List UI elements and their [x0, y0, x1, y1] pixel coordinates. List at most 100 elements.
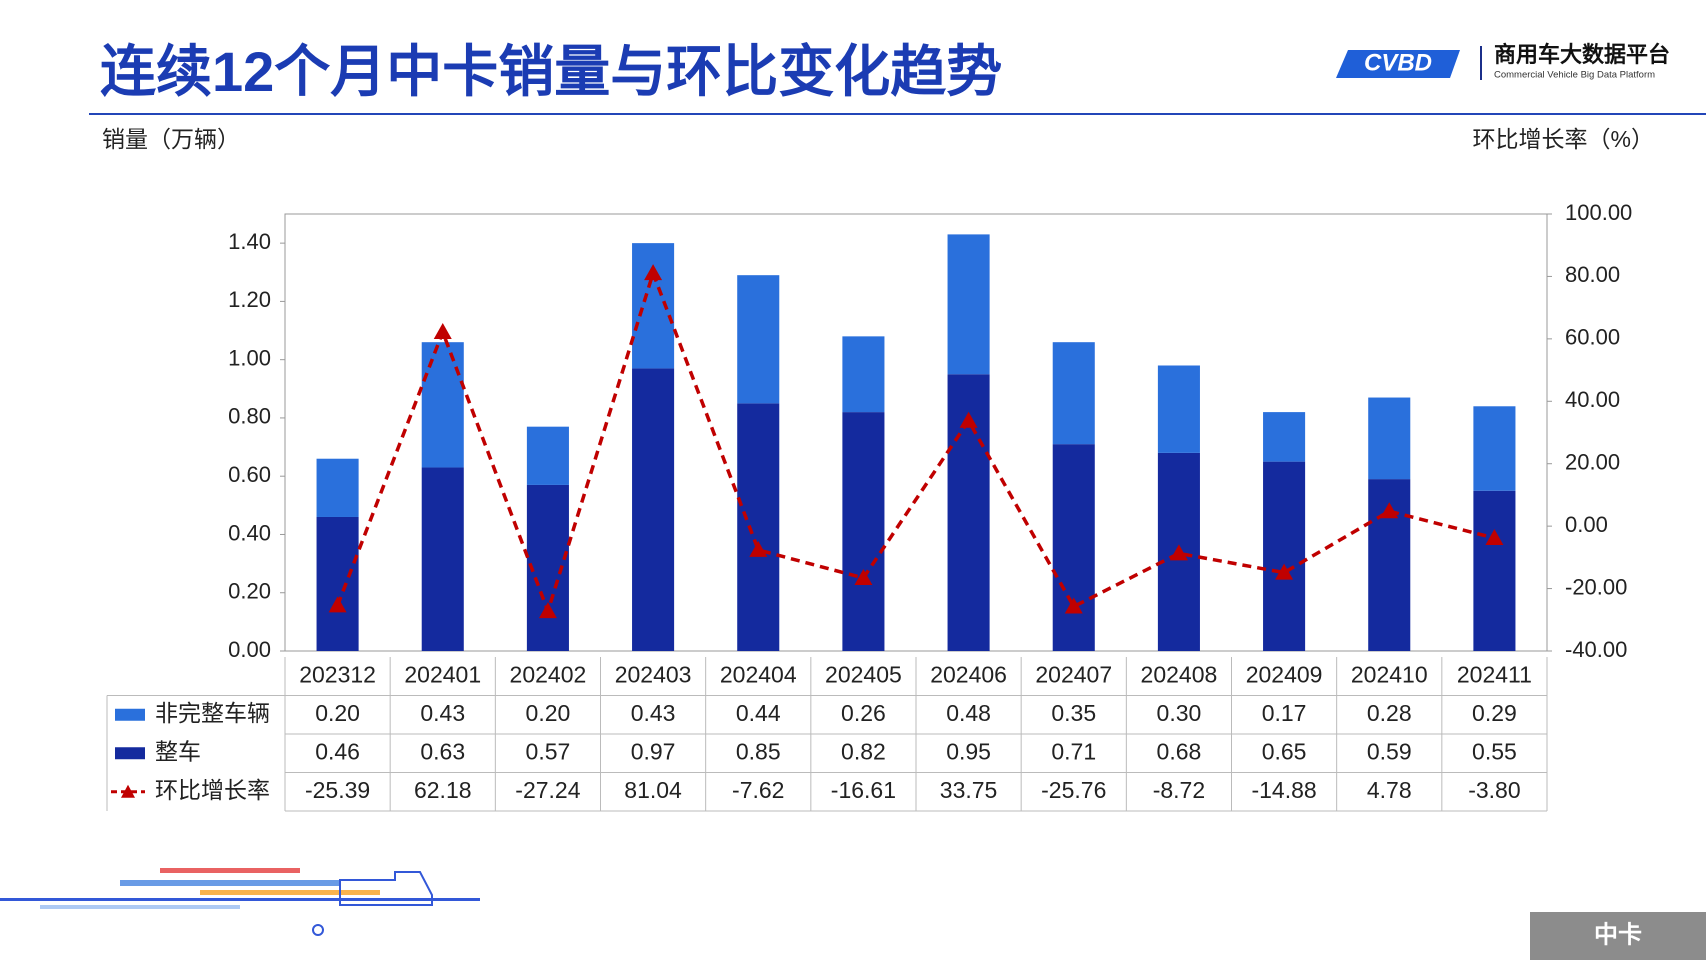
bar: [737, 403, 780, 651]
y2-tick-label: 60.00: [1565, 325, 1620, 350]
line-marker: [749, 540, 768, 557]
x-tick-label: 202401: [404, 661, 481, 687]
x-tick-label: 202402: [510, 661, 587, 687]
line-marker: [644, 264, 663, 281]
legend-swatch: [115, 708, 145, 721]
table-value: 0.35: [1051, 700, 1096, 726]
bar: [316, 458, 359, 517]
legend-label: 非完整车辆: [155, 700, 270, 726]
bar: [1157, 365, 1200, 453]
table-value: 0.85: [736, 738, 781, 764]
x-tick-label: 202405: [825, 661, 902, 687]
y-tick-label: 0.80: [228, 404, 271, 429]
table-value: 0.95: [946, 738, 991, 764]
table-value: -25.39: [305, 777, 370, 803]
y2-tick-label: 100.00: [1565, 200, 1632, 225]
y-tick-label: 0.60: [228, 462, 271, 487]
y-tick-label: 1.40: [228, 229, 271, 254]
bar: [842, 336, 885, 413]
table-value: 0.17: [1262, 700, 1307, 726]
x-tick-label: 202410: [1351, 661, 1428, 687]
table-value: -25.76: [1041, 777, 1106, 803]
line-marker: [854, 568, 873, 585]
x-tick-label: 202404: [720, 661, 797, 687]
bar: [421, 342, 464, 468]
bar: [1263, 412, 1306, 462]
logo-glyph: CVBD: [1364, 49, 1432, 76]
y-axis-title: 销量（万辆）: [102, 126, 240, 152]
line-marker: [959, 411, 978, 428]
table-value: 0.57: [526, 738, 571, 764]
y-tick-label: 0.20: [228, 579, 271, 604]
y-tick-label: 0.00: [228, 637, 271, 662]
decoration: [0, 868, 480, 936]
y2-tick-label: -40.00: [1565, 637, 1627, 662]
y2-tick-label: 0.00: [1565, 512, 1608, 537]
table-value: 0.44: [736, 700, 781, 726]
x-tick-label: 202406: [930, 661, 1007, 687]
table-value: -16.61: [831, 777, 896, 803]
table-value: 4.78: [1367, 777, 1412, 803]
table-value: 0.30: [1157, 700, 1202, 726]
bar: [1473, 490, 1516, 651]
line-marker: [538, 602, 557, 619]
table-value: 0.46: [315, 738, 360, 764]
logo-mark: [1336, 50, 1460, 78]
table-value: 0.97: [631, 738, 676, 764]
table-value: -14.88: [1251, 777, 1316, 803]
table-value: -8.72: [1153, 777, 1205, 803]
table-value: -7.62: [732, 777, 784, 803]
line-marker: [1169, 544, 1188, 561]
table-value: 62.18: [414, 777, 472, 803]
table-value: 0.82: [841, 738, 886, 764]
footer-tag: 中卡: [1594, 921, 1642, 948]
table-value: 0.28: [1367, 700, 1412, 726]
legend-label: 环比增长率: [155, 777, 270, 803]
line-marker: [1380, 502, 1399, 519]
y-tick-label: 1.00: [228, 345, 271, 370]
y2-tick-label: 20.00: [1565, 450, 1620, 475]
table-value: 0.20: [526, 700, 571, 726]
line-marker: [1275, 563, 1294, 580]
table-value: 0.43: [420, 700, 465, 726]
y2-tick-label: 80.00: [1565, 262, 1620, 287]
legend-swatch: [115, 747, 145, 760]
bar: [526, 426, 569, 485]
y2-tick-label: -20.00: [1565, 574, 1627, 599]
table-value: -27.24: [515, 777, 580, 803]
line-marker: [433, 323, 452, 340]
x-tick-label: 202408: [1141, 661, 1218, 687]
y-tick-label: 0.40: [228, 520, 271, 545]
x-tick-label: 202411: [1457, 661, 1532, 687]
line-marker: [328, 596, 347, 613]
y-tick-label: 1.20: [228, 287, 271, 312]
bar: [632, 368, 675, 651]
line: [335, 267, 1495, 617]
x-tick-label: 202407: [1035, 661, 1112, 687]
line-marker: [1485, 529, 1504, 546]
logo: CVBD 商用车大数据平台 Commercial Vehicle Big Dat…: [1336, 42, 1670, 81]
y2-tick-label: 40.00: [1565, 387, 1620, 412]
bar: [1052, 444, 1095, 651]
table-value: 0.48: [946, 700, 991, 726]
legend-label: 整车: [155, 738, 201, 764]
table-value: 0.63: [420, 738, 465, 764]
table-value: 0.68: [1157, 738, 1202, 764]
bar: [842, 412, 885, 651]
x-tick-label: 202312: [299, 661, 376, 687]
y2-axis-title: 环比增长率（%）: [1473, 126, 1654, 152]
bar: [1473, 406, 1516, 491]
bar: [737, 275, 780, 404]
table-value: 0.71: [1051, 738, 1096, 764]
legend-marker: [121, 784, 135, 798]
table-value: 0.65: [1262, 738, 1307, 764]
table-value: 0.59: [1367, 738, 1412, 764]
logo-subtitle: Commercial Vehicle Big Data Platform: [1494, 70, 1655, 81]
footer-tag-box: [1530, 912, 1706, 960]
x-tick-label: 202403: [615, 661, 692, 687]
bar: [632, 243, 675, 369]
table-value: 33.75: [940, 777, 998, 803]
bar: [1052, 342, 1095, 445]
table-value: 0.55: [1472, 738, 1517, 764]
